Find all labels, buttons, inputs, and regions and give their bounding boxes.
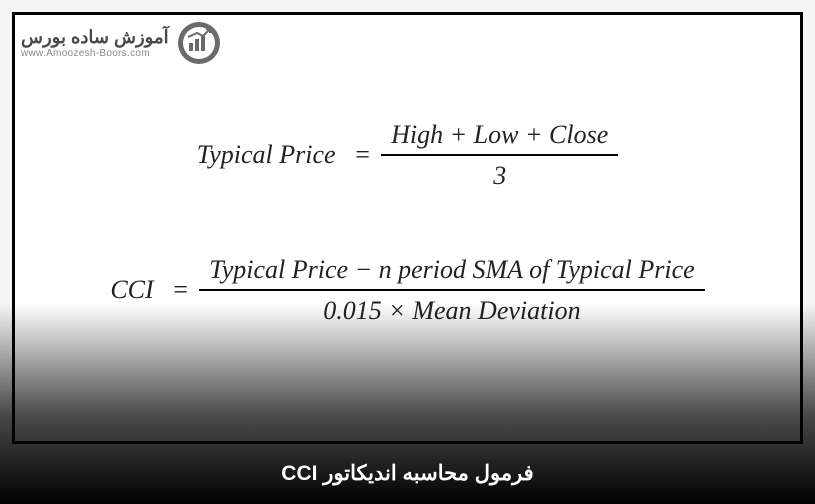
- brand-url: www.Amoozesh-Boors.com: [21, 48, 150, 59]
- formula2-numerator: Typical Price − n period SMA of Typical …: [199, 250, 704, 289]
- formula2-lhs: CCI: [110, 275, 153, 305]
- formula-typical-price: Typical Price = High + Low + Close 3: [197, 115, 619, 195]
- formula1-numerator: High + Low + Close: [381, 115, 618, 154]
- formula1-denominator: 3: [483, 156, 516, 195]
- formula1-lhs: Typical Price: [197, 140, 336, 170]
- formula1-fraction: High + Low + Close 3: [381, 115, 618, 195]
- equals-sign: =: [354, 140, 372, 170]
- chart-logo-icon: [177, 21, 221, 65]
- caption-text: فرمول محاسبه اندیکاتور CCI: [0, 461, 815, 486]
- formula-block: Typical Price = High + Low + Close 3 CCI…: [15, 115, 800, 330]
- formula-card: آموزش ساده بورس www.Amoozesh-Boors.com T…: [12, 12, 803, 444]
- formula-cci: CCI = Typical Price − n period SMA of Ty…: [110, 250, 704, 330]
- equals-sign: =: [172, 275, 190, 305]
- brand-logo: آموزش ساده بورس www.Amoozesh-Boors.com: [21, 21, 221, 65]
- formula2-fraction: Typical Price − n period SMA of Typical …: [199, 250, 704, 330]
- brand-text: آموزش ساده بورس www.Amoozesh-Boors.com: [21, 27, 169, 59]
- brand-name-fa: آموزش ساده بورس: [21, 27, 169, 48]
- formula2-denominator: 0.015 × Mean Deviation: [313, 291, 590, 330]
